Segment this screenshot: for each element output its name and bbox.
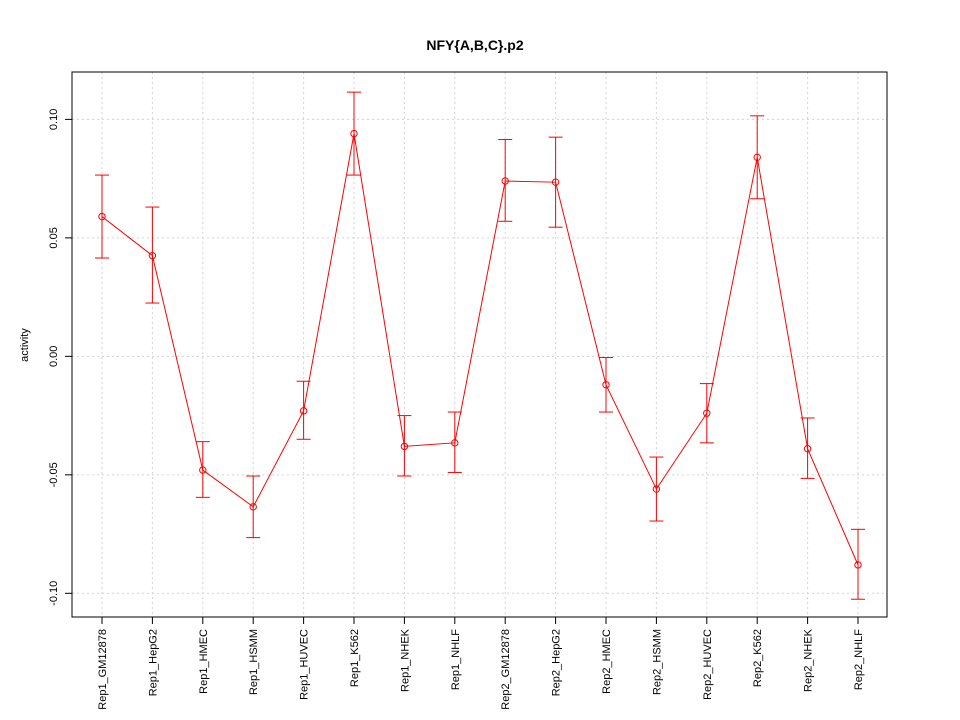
data-point (501, 177, 509, 185)
error-bar (699, 383, 714, 444)
series-line (101, 133, 859, 566)
data-point (803, 445, 812, 453)
data-point (249, 503, 257, 511)
error-bar (498, 139, 513, 222)
error-bar (195, 441, 210, 498)
error-bar (95, 174, 109, 259)
error-bar (599, 357, 613, 413)
data-point (98, 212, 106, 221)
chart-title: NFY{A,B,C}.p2 (426, 37, 523, 53)
y-axis-label: activity (19, 328, 31, 362)
data-point (753, 153, 761, 162)
data-point (199, 466, 207, 474)
x-tick-label: Rep2_K562 (752, 629, 764, 687)
data-point (400, 442, 409, 451)
error-bar (296, 380, 311, 440)
x-tick-label: Rep2_GM12878 (500, 629, 512, 710)
x-tick-label: Rep1_K562 (349, 629, 361, 687)
error-bar (800, 417, 815, 479)
x-tick-label: Rep1_NHLF (450, 629, 462, 690)
plot-frame (71, 71, 888, 618)
x-tick-label: Rep2_NHEK (803, 628, 815, 692)
data-point (148, 251, 157, 260)
axes: Rep1_GM12878 Rep1_HepG2 Rep1_HMEC Rep1_HSMM… (48, 109, 865, 710)
x-tick-label: Rep2_NHLF (853, 629, 865, 690)
error-bar (347, 91, 361, 176)
data-point (652, 485, 661, 493)
x-tick-label: Rep1_HSMM (248, 629, 260, 695)
error-bar (447, 411, 462, 473)
y-tick-label: 0.05 (48, 227, 60, 248)
y-tick-label: 0.00 (48, 346, 60, 367)
series-layer (95, 91, 865, 600)
error-bar (750, 115, 765, 200)
data-point (451, 439, 459, 447)
error-bar (397, 415, 412, 477)
x-tick-label: Rep1_GM12878 (97, 629, 109, 710)
error-bar (649, 456, 664, 522)
x-tick-label: Rep1_HUVEC (299, 629, 311, 700)
x-tick-label: Rep2_HepG2 (551, 629, 563, 696)
x-tick-label: Rep2_HUVEC (702, 629, 714, 700)
x-tick-label: Rep2_HMEC (601, 629, 613, 694)
error-bar (851, 528, 865, 600)
grid (72, 72, 887, 617)
x-tick-label: Rep1_HMEC (198, 629, 210, 694)
data-point (350, 129, 358, 138)
data-point (602, 381, 610, 389)
data-point (299, 407, 308, 415)
x-tick-label: Rep1_HepG2 (147, 629, 159, 696)
data-point (703, 409, 711, 417)
error-bar (246, 475, 261, 539)
error-bar (145, 206, 160, 304)
x-tick-label: Rep1_NHEK (399, 628, 411, 692)
y-tick-label: -0.05 (48, 462, 60, 487)
x-tick-label: Rep2_HSMM (651, 629, 663, 695)
data-point (551, 178, 560, 186)
error-bar (548, 136, 563, 228)
y-tick-label: -0.10 (48, 581, 60, 606)
data-point (854, 561, 862, 569)
y-tick-label: 0.10 (48, 109, 60, 130)
